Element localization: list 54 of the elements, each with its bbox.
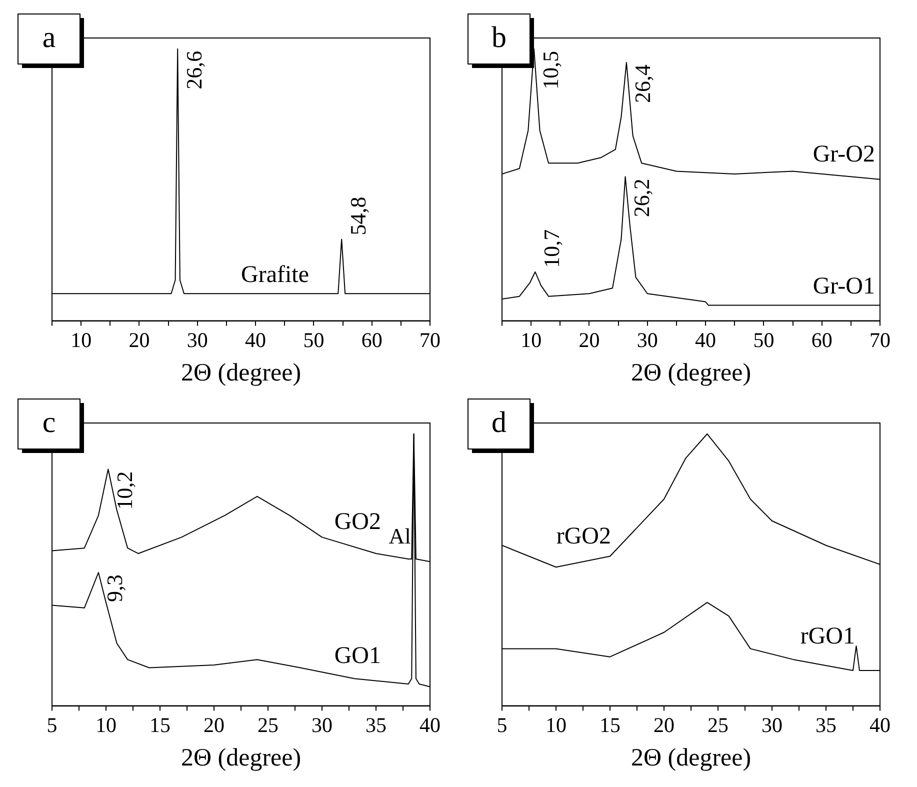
annotation: 10,2 xyxy=(112,471,137,510)
x-tick-label: 20 xyxy=(654,712,674,737)
series-label: rGO1 xyxy=(800,624,855,650)
x-tick-label: 5 xyxy=(46,712,58,737)
x-tick-label: 20 xyxy=(578,328,600,352)
x-tick-label: 60 xyxy=(361,328,382,352)
series-label: GO1 xyxy=(334,642,381,669)
x-tick-label: 20 xyxy=(128,328,150,352)
series-label: Gr-O2 xyxy=(812,141,875,168)
annotation: 54,8 xyxy=(345,196,370,236)
x-tick-label: 70 xyxy=(420,328,440,352)
x-tick-label: 50 xyxy=(753,328,774,352)
series-label: rGO2 xyxy=(556,523,611,550)
x-tick-label: 35 xyxy=(366,712,386,737)
x-tick-label: 10 xyxy=(70,328,92,352)
x-tick-label: 10 xyxy=(546,712,566,737)
annotation: 10,7 xyxy=(538,229,564,268)
annotation: 10,5 xyxy=(538,50,563,90)
x-tick-label: 5 xyxy=(496,712,508,737)
x-tick-label: 20 xyxy=(204,712,224,737)
x-tick-label: 40 xyxy=(695,328,716,352)
series-label: Grafite xyxy=(241,262,309,288)
chart-title: a xyxy=(42,20,56,54)
annotation: 26,2 xyxy=(629,178,654,218)
x-tick-label: 35 xyxy=(816,712,836,737)
x-tick-label: 50 xyxy=(303,328,324,352)
x-tick-label: 30 xyxy=(186,328,208,352)
series-label: GO2 xyxy=(334,509,381,536)
x-tick-label: 40 xyxy=(870,712,890,737)
x-tick-label: 70 xyxy=(870,328,890,352)
x-tick-label: 30 xyxy=(312,712,332,737)
x-tick-label: 30 xyxy=(636,328,658,352)
annotation: 9,3 xyxy=(102,574,128,602)
chart-title: c xyxy=(42,406,56,439)
annotation: Al xyxy=(388,524,411,549)
x-tick-label: 10 xyxy=(520,328,542,352)
x-axis-title: 2Θ (degree) xyxy=(630,360,752,387)
series-label: Gr-O1 xyxy=(812,274,875,300)
x-axis-title: 2Θ (degree) xyxy=(180,744,302,772)
x-tick-label: 40 xyxy=(245,328,266,352)
x-tick-label: 40 xyxy=(420,712,440,737)
x-axis-title: 2Θ (degree) xyxy=(630,744,752,772)
x-axis-title: 2Θ (degree) xyxy=(180,360,302,387)
x-tick-label: 25 xyxy=(258,712,278,737)
annotation: 26,6 xyxy=(181,50,206,90)
chart-title: d xyxy=(492,406,506,439)
chart-title: b xyxy=(492,20,506,54)
x-tick-label: 15 xyxy=(600,712,620,737)
x-tick-label: 25 xyxy=(708,712,728,737)
x-tick-label: 60 xyxy=(811,328,832,352)
annotation: 26,4 xyxy=(630,64,656,103)
x-tick-label: 10 xyxy=(96,712,116,737)
x-tick-label: 15 xyxy=(150,712,170,737)
x-tick-label: 30 xyxy=(762,712,782,737)
